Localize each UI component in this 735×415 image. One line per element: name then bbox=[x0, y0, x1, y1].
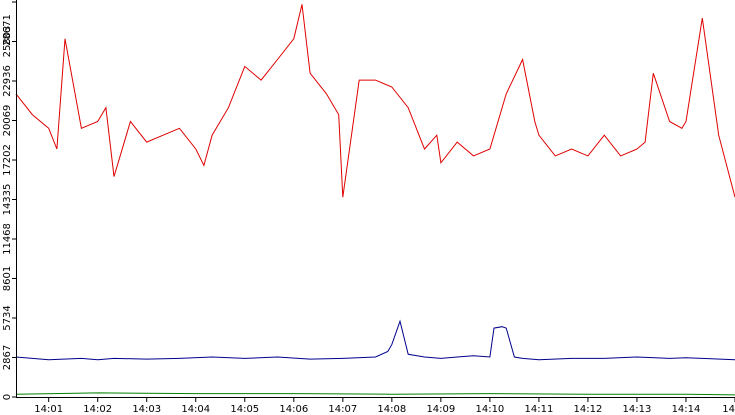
x-tick-label: 14:05 bbox=[230, 404, 259, 415]
x-tick-label: 14:02 bbox=[83, 404, 112, 415]
x-tick-label: 14:10 bbox=[475, 404, 504, 415]
x-tick-label: 14:01 bbox=[34, 404, 63, 415]
x-tick-label: 14:12 bbox=[574, 404, 603, 415]
x-tick-label: 14:14 bbox=[672, 404, 701, 415]
series-line-0 bbox=[15, 4, 735, 198]
y-tick-label: 0 bbox=[2, 394, 13, 400]
y-tick-label: 25803 bbox=[2, 26, 13, 58]
y-tick-label: 28671 bbox=[2, 14, 13, 46]
x-tick-label: 14:08 bbox=[377, 404, 406, 415]
x-axis-ticks: 14:01 14:02 14:03 14:04 14:05 14:06 14:07 14:08… bbox=[34, 397, 735, 415]
y-tick-label: 14335 bbox=[2, 184, 13, 216]
y-tick-label: 8601 bbox=[2, 266, 13, 291]
x-tick-label: 14:07 bbox=[328, 404, 357, 415]
series-layer bbox=[15, 4, 735, 396]
x-tick-label: 14:04 bbox=[181, 404, 210, 415]
x-tick-label: 14:11 bbox=[524, 404, 553, 415]
y-tick-label: 17202 bbox=[2, 144, 13, 176]
x-tick-label: 14:13 bbox=[623, 404, 652, 415]
y-tick-label: 2867 bbox=[2, 345, 13, 370]
x-tick-label: 14:03 bbox=[132, 404, 161, 415]
y-tick-label: 22936 bbox=[2, 65, 13, 97]
series-line-2 bbox=[15, 392, 735, 396]
x-tick-label: 14:09 bbox=[426, 404, 455, 415]
y-tick-label: 20069 bbox=[2, 105, 13, 137]
series-line-1 bbox=[15, 319, 735, 361]
x-tick-label: 14 bbox=[722, 404, 735, 415]
y-tick-label: 5734 bbox=[2, 305, 13, 330]
y-axis-ticks: 0 2867 5734 8601 11468 14335 17202 20069 22936 25… bbox=[2, 1, 16, 400]
y-tick-label: 11468 bbox=[2, 223, 13, 255]
x-tick-label: 14:06 bbox=[279, 404, 308, 415]
